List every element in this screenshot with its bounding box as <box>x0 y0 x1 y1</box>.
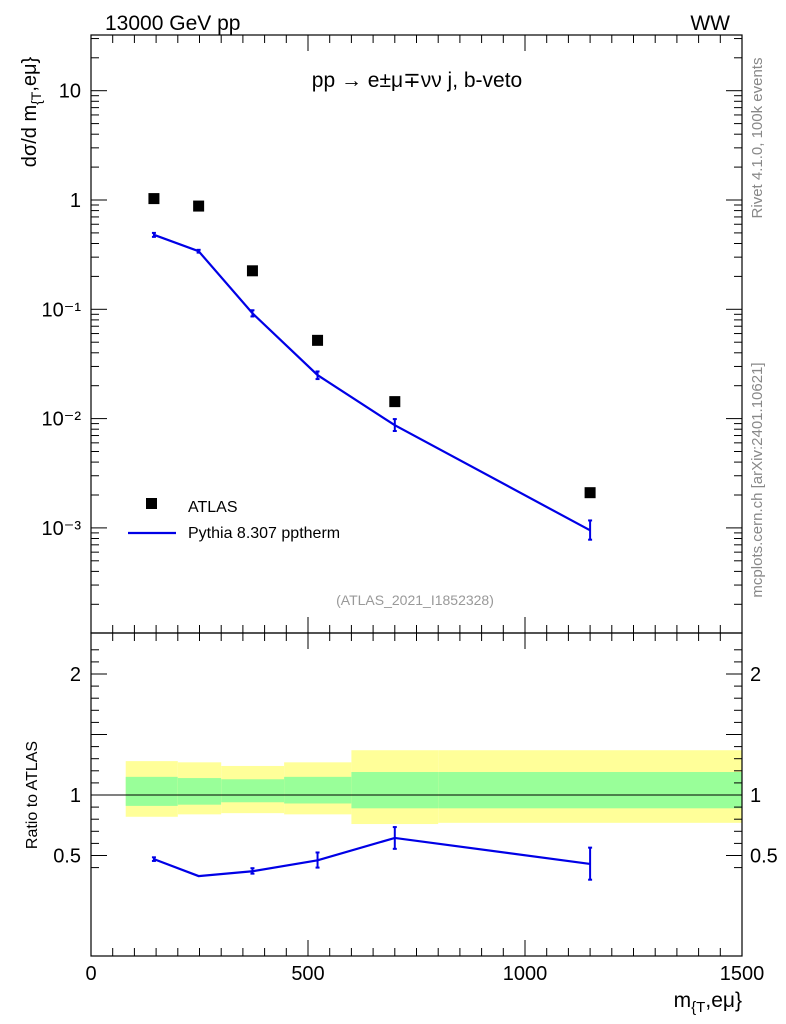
ratio-y-axis-label: Ratio to ATLAS <box>24 741 41 849</box>
ratio-y-tick-label-right: 0.5 <box>750 846 778 868</box>
ratio-band-inner-4 <box>351 772 439 809</box>
x-tick-label: 500 <box>291 963 324 985</box>
legend-atlas-label: ATLAS <box>188 499 238 516</box>
analysis-id-label: (ATLAS_2021_I1852328) <box>336 592 494 608</box>
legend-atlas-marker <box>146 498 157 509</box>
energy-label: 13000 GeV pp <box>105 12 240 35</box>
ratio-band-inner-0 <box>125 776 178 806</box>
main-frame <box>90 34 743 634</box>
x-axis-label: m{T,eμ} <box>674 989 742 1016</box>
main-y-tick-label: 10⁻² <box>42 409 82 431</box>
atlas-data-point <box>148 193 160 205</box>
ratio-band-inner-2 <box>221 779 285 803</box>
atlas-data-point <box>246 265 258 277</box>
ratio-y-tick-label-left: 1 <box>70 785 81 807</box>
atlas-data-point <box>584 487 596 499</box>
atlas-data-point <box>193 200 205 212</box>
main-panel: 10 1 10⁻¹ 10⁻² 10⁻³ <box>42 34 743 634</box>
rivet-version-label: Rivet 4.1.0, 100k events <box>749 58 766 219</box>
ratio-series-line <box>153 836 591 878</box>
ratio-y-tick-label-left: 0.5 <box>53 846 81 868</box>
main-y-tick-label: 10 <box>59 81 81 103</box>
ratio-panel: 0 500 1000 1500 0.5 0.5 1 1 2 2 <box>53 632 778 985</box>
x-tick-label: 1000 <box>503 963 548 985</box>
x-tick-label: 1500 <box>720 963 765 985</box>
source-url-label: mcplots.cern.ch [arXiv:2401.10621] <box>749 362 766 597</box>
main-y-tick-label: 1 <box>70 190 81 212</box>
ratio-band-inner-3 <box>284 776 352 804</box>
main-y-axis-label: dσ/d m{T,eμ} <box>19 56 44 167</box>
ratio-y-tick-label-right: 1 <box>750 785 761 807</box>
main-y-tick-label: 10⁻¹ <box>42 299 82 321</box>
atlas-data-point <box>389 396 401 408</box>
process-name-label: WW <box>690 12 730 35</box>
ratio-y-tick-label-left: 2 <box>70 664 81 686</box>
ratio-band-inner-5 <box>438 772 742 809</box>
ratio-y-tick-label-right: 2 <box>750 664 761 686</box>
ratio-band-inner-1 <box>177 778 222 805</box>
main-y-tick-label: 10⁻³ <box>42 518 82 540</box>
pythia-series-line <box>153 233 591 532</box>
process-description: pp → e±μ∓νν j, b-veto <box>312 69 522 92</box>
atlas-data-point <box>312 334 324 346</box>
legend: ATLAS Pythia 8.307 pptherm <box>128 498 340 542</box>
legend-pythia-label: Pythia 8.307 pptherm <box>188 525 340 542</box>
x-tick-label: 0 <box>85 963 96 985</box>
